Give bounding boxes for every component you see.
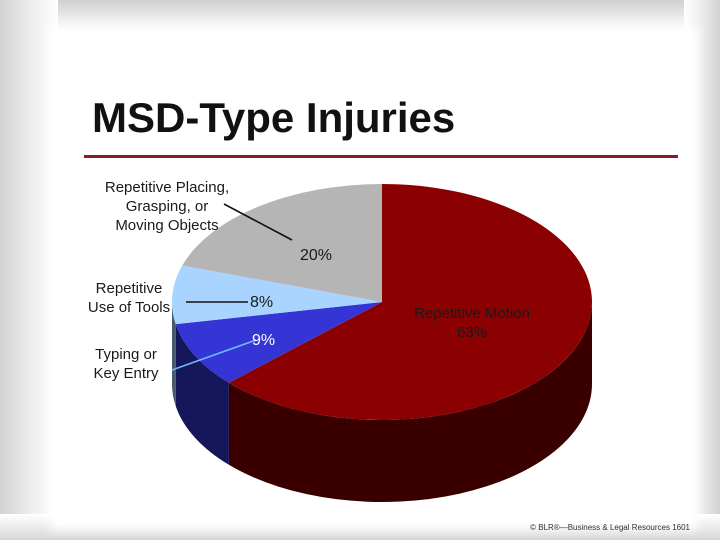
pie-top	[172, 184, 593, 420]
label-tools-line2: Use of Tools	[87, 299, 171, 316]
slide-title: MSD-Type Injuries	[92, 94, 456, 141]
label-motion-value: 63%	[456, 324, 488, 341]
label-placing-line1: Repetitive Placing,	[104, 179, 230, 196]
label-motion-line1: Repetitive Motion	[414, 305, 530, 322]
label-motion: Repetitive Motion 63%	[392, 304, 552, 342]
pie-slice-repetitive-placing	[182, 184, 382, 302]
frame-left	[0, 0, 58, 540]
label-typing-line2: Key Entry	[93, 365, 159, 382]
footer-copyright: © BLR®—Business & Legal Resources 1601	[530, 523, 690, 532]
pie-side-repetitive-motion	[228, 302, 592, 502]
pie-slice-typing-or	[175, 302, 382, 383]
label-placing-line2: Grasping, or	[125, 198, 209, 215]
label-placing: Repetitive Placing, Grasping, or Moving …	[92, 178, 242, 235]
label-tools: Repetitive Use of Tools	[74, 279, 184, 317]
pct-placing: 20%	[300, 247, 333, 264]
pct-tools: 8%	[250, 294, 274, 311]
pie-slice-repetitive-use	[172, 265, 382, 325]
title-rule	[84, 155, 678, 158]
leader-line-typing	[171, 339, 257, 371]
leader-lines	[171, 203, 293, 371]
label-typing: Typing or Key Entry	[78, 345, 174, 383]
pct-typing: 9%	[252, 332, 276, 349]
label-tools-line1: Repetitive	[95, 280, 163, 297]
label-typing-line1: Typing or	[95, 346, 157, 363]
leader-line-placing	[223, 203, 293, 241]
pie-sides	[172, 302, 592, 502]
pie-side-typing-or	[175, 324, 229, 465]
pie-slice-repetitive-motion	[228, 184, 593, 420]
label-placing-line3: Moving Objects	[115, 217, 219, 234]
pie-side-repetitive-use	[172, 302, 176, 407]
